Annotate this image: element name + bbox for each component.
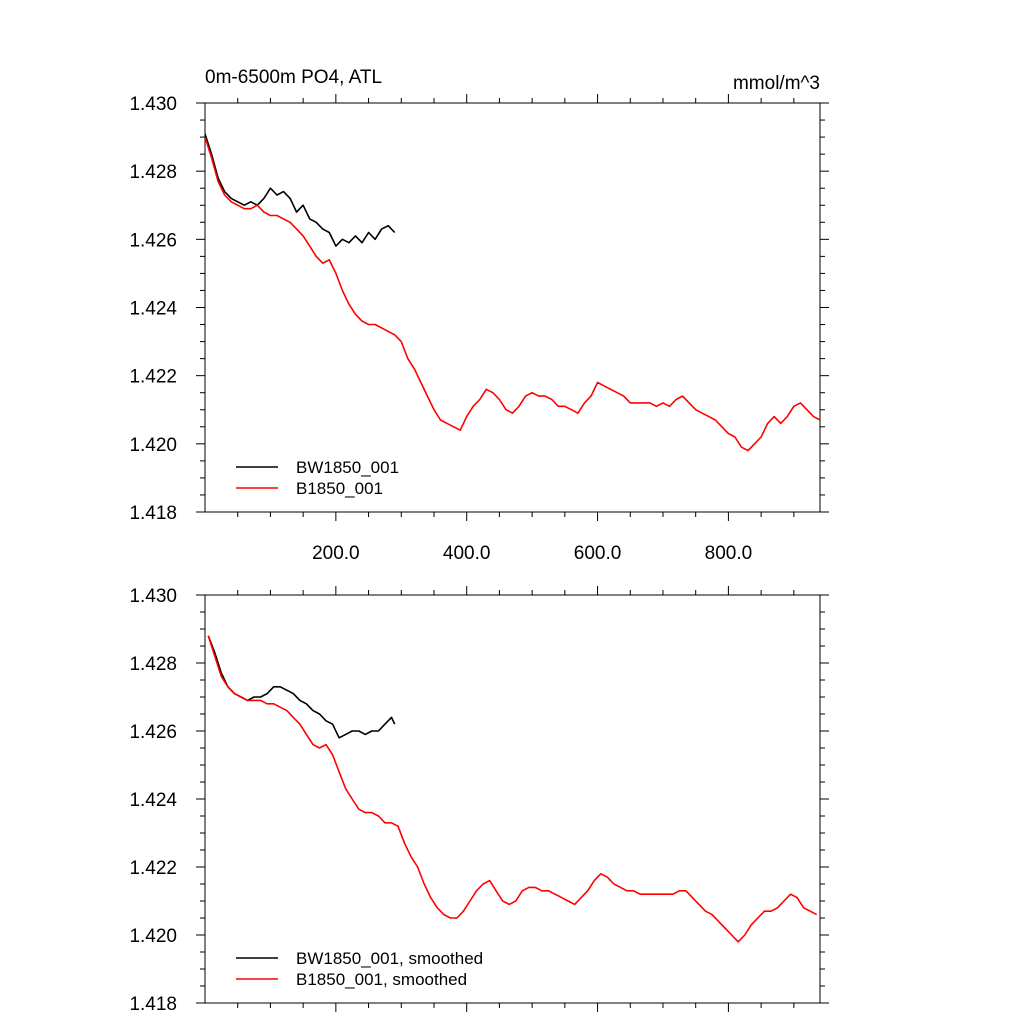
series-line (207, 635, 818, 943)
y-tick-label: 1.422 (129, 367, 177, 388)
series-line (205, 136, 820, 452)
y-tick-label: 1.418 (129, 994, 177, 1015)
y-tick-label: 1.422 (129, 858, 177, 879)
legend-label: B1850_001 (296, 479, 383, 498)
y-tick-label: 1.418 (129, 503, 177, 524)
panel-top: 200.0 400.0 600.0 800.0 1.418 1.420 1.422 1.424… (129, 67, 829, 564)
x-tick-label: 400.0 (443, 543, 491, 564)
y-tick-label: 1.426 (129, 230, 177, 251)
y-tick-label: 1.428 (129, 654, 177, 675)
y-tick-label: 1.420 (129, 435, 177, 456)
y-tick-label: 1.426 (129, 722, 177, 743)
legend-label: BW1850_001 (296, 458, 399, 477)
chart-title: 0m-6500m PO4, ATL (205, 67, 382, 88)
x-tick-label: 600.0 (574, 543, 622, 564)
series-line (207, 635, 396, 739)
plot-frame (204, 102, 821, 513)
x-tick-label: 800.0 (705, 543, 753, 564)
y-tick-label: 1.428 (129, 162, 177, 183)
units-label: mmol/m^3 (733, 73, 820, 94)
legend-label: BW1850_001, smoothed (296, 949, 483, 968)
x-tick-label: 200.0 (312, 543, 360, 564)
panel-bottom: 1.418 1.420 1.422 1.424 1.426 1.428 1.430 BW185… (129, 586, 829, 1015)
series-line (205, 133, 396, 247)
y-tick-label: 1.424 (129, 790, 177, 811)
legend-label: B1850_001, smoothed (296, 970, 467, 989)
y-tick-label: 1.424 (129, 299, 177, 320)
y-tick-label: 1.430 (129, 586, 177, 607)
y-tick-label: 1.430 (129, 94, 177, 115)
plot-frame (204, 594, 821, 1004)
y-tick-label: 1.420 (129, 926, 177, 947)
